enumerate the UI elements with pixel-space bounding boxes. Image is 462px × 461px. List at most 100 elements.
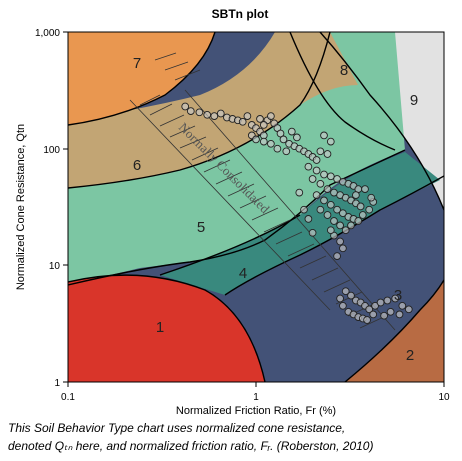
data-points bbox=[181, 102, 413, 324]
data-point bbox=[339, 244, 347, 253]
zone-label-6: 6 bbox=[133, 157, 141, 174]
zone-label-9: 9 bbox=[410, 92, 418, 109]
data-point bbox=[312, 156, 321, 164]
zone-5-area bbox=[68, 32, 405, 285]
zone-label-4: 4 bbox=[239, 265, 247, 282]
data-point bbox=[238, 117, 247, 126]
zone-label-7: 7 bbox=[133, 55, 141, 72]
data-point bbox=[380, 311, 388, 320]
data-point bbox=[347, 291, 355, 300]
zone-label-1: 1 bbox=[156, 319, 164, 336]
data-point bbox=[203, 110, 212, 119]
data-point bbox=[304, 162, 313, 171]
sbtn-plot: SBTn plot bbox=[15, 7, 450, 417]
data-point bbox=[323, 150, 332, 158]
data-point bbox=[347, 221, 355, 230]
data-point bbox=[287, 127, 296, 136]
zone-boundaries bbox=[68, 32, 444, 382]
data-point bbox=[404, 305, 413, 314]
data-point bbox=[259, 137, 268, 146]
data-point bbox=[326, 137, 335, 146]
data-point bbox=[282, 147, 291, 156]
zone-label-5: 5 bbox=[197, 219, 205, 236]
data-point bbox=[336, 237, 344, 246]
data-point bbox=[341, 226, 350, 235]
data-point bbox=[316, 205, 325, 214]
data-point bbox=[369, 310, 378, 319]
zones-layer bbox=[68, 32, 444, 382]
data-point bbox=[391, 294, 400, 303]
zone-label-8: 8 bbox=[340, 62, 348, 79]
caption-line-1: This Soil Behavior Type chart uses norma… bbox=[8, 421, 346, 435]
data-point bbox=[273, 144, 282, 153]
data-point bbox=[320, 170, 328, 179]
data-point bbox=[320, 131, 328, 140]
y-axis-label: Normalized Cone Resistance, Qtn bbox=[15, 124, 27, 290]
data-point bbox=[333, 252, 341, 260]
data-point bbox=[181, 102, 190, 111]
zone-label-2: 2 bbox=[406, 347, 414, 364]
data-point bbox=[363, 316, 371, 324]
nc-hatch bbox=[129, 52, 396, 331]
y-tick-label: 10 bbox=[49, 261, 61, 272]
data-point bbox=[371, 301, 379, 310]
data-point bbox=[339, 209, 347, 218]
data-point bbox=[304, 215, 313, 223]
data-point bbox=[336, 294, 344, 303]
data-point bbox=[195, 108, 204, 117]
zone-4-area bbox=[160, 152, 440, 295]
data-point bbox=[252, 135, 260, 144]
x-tick-label: 10 bbox=[438, 392, 450, 403]
axis-ticks bbox=[63, 31, 445, 387]
x-tick-label: 0.1 bbox=[61, 392, 75, 403]
data-point bbox=[354, 217, 363, 225]
data-point bbox=[356, 202, 365, 211]
data-point bbox=[386, 307, 395, 316]
data-point bbox=[293, 133, 301, 142]
data-point bbox=[320, 196, 328, 205]
data-point bbox=[330, 217, 338, 225]
data-point bbox=[326, 226, 335, 235]
zone-label-3: 3 bbox=[394, 287, 402, 304]
data-point bbox=[259, 121, 268, 129]
data-point bbox=[336, 221, 344, 230]
chart-title: SBTn plot bbox=[212, 7, 269, 21]
data-point bbox=[383, 296, 392, 305]
data-point bbox=[267, 139, 275, 148]
data-point bbox=[358, 211, 367, 219]
data-point bbox=[186, 107, 195, 115]
data-point bbox=[326, 200, 335, 209]
data-point bbox=[216, 109, 225, 118]
data-point bbox=[333, 205, 341, 214]
data-point bbox=[376, 298, 385, 307]
data-point bbox=[367, 193, 376, 202]
data-point bbox=[326, 172, 335, 181]
y-tick-label: 1,000 bbox=[35, 28, 60, 39]
data-point bbox=[316, 147, 325, 156]
data-point bbox=[339, 301, 347, 310]
y-tick-label: 100 bbox=[43, 145, 60, 156]
data-point bbox=[279, 135, 288, 144]
data-point bbox=[341, 287, 350, 296]
y-tick-label: 1 bbox=[54, 378, 60, 389]
zone-2-area bbox=[345, 280, 444, 382]
data-point bbox=[276, 129, 285, 138]
data-point bbox=[267, 112, 275, 120]
zone-9-area bbox=[320, 32, 444, 210]
data-point bbox=[312, 166, 321, 175]
data-point bbox=[295, 188, 304, 197]
data-point bbox=[323, 185, 332, 193]
data-point bbox=[398, 301, 407, 310]
caption-line-2: denoted Qₜₙ here, and normalized frictio… bbox=[8, 439, 374, 453]
data-point bbox=[352, 191, 360, 199]
zone-1-area bbox=[68, 275, 265, 382]
data-point bbox=[395, 310, 404, 319]
data-point bbox=[308, 228, 317, 237]
x-axis-label: Normalized Friction Ratio, Fr (%) bbox=[176, 405, 336, 417]
data-point bbox=[256, 115, 264, 123]
data-point bbox=[316, 179, 325, 188]
data-point bbox=[365, 305, 374, 314]
data-point bbox=[312, 191, 321, 199]
x-tick-label: 1 bbox=[253, 392, 259, 403]
figure-caption: This Soil Behavior Type chart uses norma… bbox=[8, 419, 458, 455]
